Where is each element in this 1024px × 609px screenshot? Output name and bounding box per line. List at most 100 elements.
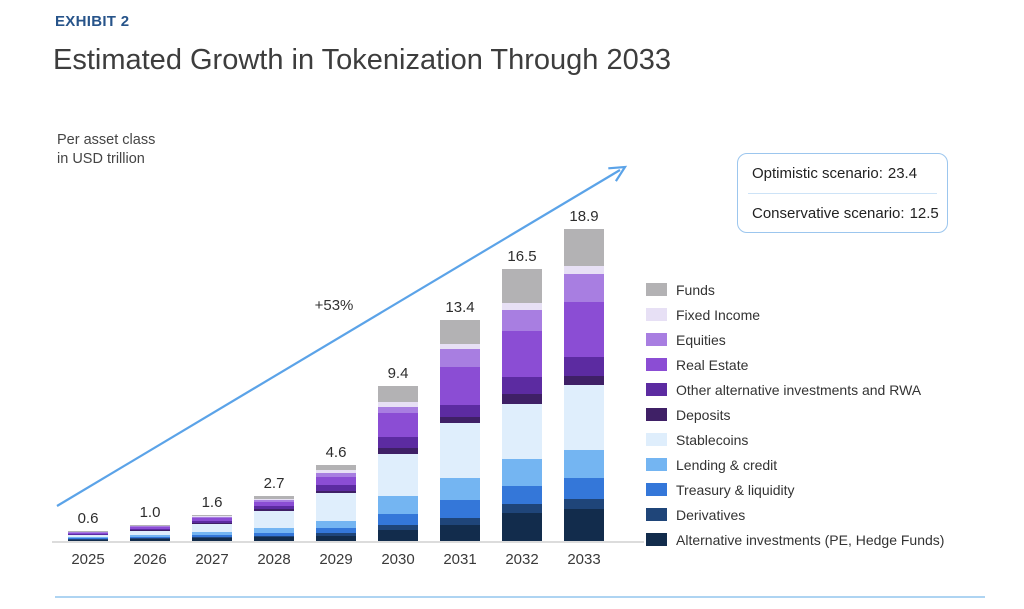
bar-segment-funds: [378, 385, 418, 403]
bar-segment-treasury_liquidity: [440, 499, 480, 519]
bar-segment-stablecoins: [130, 530, 170, 536]
bar-total-label: 4.6: [325, 444, 347, 462]
bar-segment-funds: [564, 229, 604, 266]
bar-total-label: 1.0: [139, 503, 161, 521]
bar-total-label: 0.6: [77, 510, 99, 528]
legend-swatch-icon: [646, 533, 667, 546]
bar-segment-stablecoins: [440, 423, 480, 479]
bar-segment-derivatives: [564, 498, 604, 509]
bar-total-label: 9.4: [387, 364, 409, 382]
legend-swatch-icon: [646, 408, 667, 421]
legend-item-stablecoins: Stablecoins: [646, 427, 944, 452]
bar-segment-treasury_liquidity: [378, 513, 418, 526]
bar-segment-funds: [502, 268, 542, 303]
x-axis-label: 2025: [71, 551, 105, 568]
axis-unit-note: Per asset class in USD trillion: [57, 132, 156, 167]
legend-item-lending_credit: Lending & credit: [646, 452, 944, 477]
x-axis-label: 2031: [443, 551, 477, 568]
bar-segment-lending_credit: [316, 521, 356, 528]
legend-swatch-icon: [646, 383, 667, 396]
bar-segment-treasury_liquidity: [564, 477, 604, 499]
bar-segment-real_estate: [254, 501, 294, 507]
legend-swatch-icon: [646, 308, 667, 321]
scenario-divider: [748, 193, 937, 194]
bar-segment-funds: [440, 319, 480, 345]
scenario-value: 12.5: [909, 205, 939, 222]
legend-label: Funds: [676, 281, 715, 298]
bar-segment-alt_investments: [254, 537, 294, 541]
bar-segment-derivatives: [192, 536, 232, 539]
bar-segment-lending_credit: [378, 496, 418, 514]
legend-item-funds: Funds: [646, 277, 944, 302]
bar-segment-real_estate: [378, 413, 418, 438]
bar-segment-real_estate: [564, 301, 604, 357]
bar-segment-other_alt_rwa: [378, 437, 418, 449]
x-axis-line: [52, 541, 644, 543]
bar-segment-other_alt_rwa: [254, 506, 294, 510]
bar-segment-lending_credit: [192, 531, 232, 535]
bar-segment-equities: [316, 472, 356, 478]
legend-label: Other alternative investments and RWA: [676, 381, 922, 398]
bar-segment-stablecoins: [68, 534, 108, 538]
bar-segment-fixed_income: [440, 344, 480, 349]
bar-segment-derivatives: [440, 518, 480, 525]
bar-segment-real_estate: [192, 517, 232, 521]
legend-swatch-icon: [646, 458, 667, 471]
bar-segment-equities: [130, 525, 170, 527]
bar-segment-lending_credit: [564, 449, 604, 478]
x-axis-label: 2033: [567, 551, 601, 568]
bar-segment-deposits: [502, 393, 542, 404]
legend-label: Fixed Income: [676, 306, 761, 323]
bar-segment-funds: [254, 496, 294, 500]
legend-label: Derivatives: [676, 506, 746, 523]
bar-segment-fixed_income: [502, 302, 542, 310]
bar-segment-other_alt_rwa: [440, 404, 480, 418]
bar-segment-derivatives: [68, 539, 108, 540]
bar-segment-stablecoins: [564, 385, 604, 450]
legend-label: Stablecoins: [676, 431, 749, 448]
bar-segment-alt_investments: [440, 524, 480, 541]
bar-segment-stablecoins: [502, 403, 542, 460]
bar-segment-real_estate: [440, 367, 480, 405]
bar-total-label: 13.4: [445, 298, 475, 316]
x-axis-label: 2032: [505, 551, 539, 568]
bar-segment-alt_investments: [564, 508, 604, 541]
bar-segment-equities: [254, 499, 294, 502]
scenario-row-conservative: Conservative scenario: 12.5: [738, 194, 947, 233]
legend-swatch-icon: [646, 358, 667, 371]
bar-segment-treasury_liquidity: [192, 534, 232, 537]
legend-item-fixed_income: Fixed Income: [646, 302, 944, 327]
legend-label: Alternative investments (PE, Hedge Funds…: [676, 531, 945, 548]
legend-label: Real Estate: [676, 356, 749, 373]
bar-segment-alt_investments: [316, 536, 356, 541]
bar-segment-derivatives: [378, 525, 418, 531]
bar-segment-deposits: [192, 522, 232, 524]
bar-segment-equities: [564, 274, 604, 302]
bar-segment-alt_investments: [130, 539, 170, 541]
bar-segment-fixed_income: [254, 499, 294, 500]
bar-segment-other_alt_rwa: [130, 528, 170, 530]
bar-segment-treasury_liquidity: [68, 538, 108, 539]
bar-segment-real_estate: [316, 477, 356, 485]
bar-segment-alt_investments: [68, 539, 108, 541]
bar-segment-other_alt_rwa: [316, 484, 356, 491]
x-axis-label: 2029: [319, 551, 353, 568]
bar-segment-stablecoins: [316, 493, 356, 522]
bar-segment-fixed_income: [564, 265, 604, 275]
scenario-box: Optimistic scenario: 23.4 Conservative s…: [737, 153, 948, 233]
bar-segment-deposits: [254, 509, 294, 511]
legend-swatch-icon: [646, 333, 667, 346]
bar-segment-alt_investments: [502, 512, 542, 541]
bar-segment-funds: [192, 514, 232, 516]
bar-segment-deposits: [316, 490, 356, 494]
bar-segment-fixed_income: [316, 470, 356, 473]
bar-segment-lending_credit: [68, 537, 108, 539]
bar-segment-deposits: [564, 376, 604, 386]
legend-swatch-icon: [646, 433, 667, 446]
bar-total-label: 18.9: [569, 208, 599, 226]
scenario-label: Conservative scenario:: [752, 205, 905, 222]
bar-segment-treasury_liquidity: [130, 536, 170, 539]
scenario-label: Optimistic scenario:: [752, 165, 883, 182]
